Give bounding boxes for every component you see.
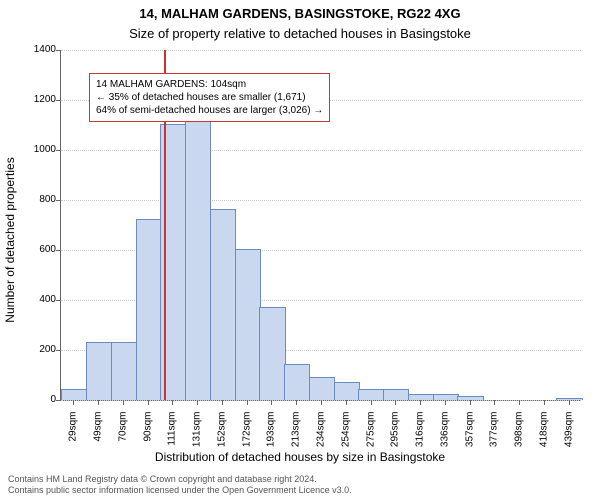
x-tick bbox=[569, 400, 570, 405]
y-tick bbox=[56, 50, 61, 51]
y-tick bbox=[56, 400, 61, 401]
x-tick bbox=[470, 400, 471, 405]
gridline bbox=[61, 50, 581, 51]
plot-area: 020040060080010001200140029sqm49sqm70sqm… bbox=[60, 50, 581, 401]
y-tick bbox=[56, 300, 61, 301]
y-tick bbox=[56, 100, 61, 101]
histogram-bar bbox=[61, 389, 87, 400]
histogram-bar bbox=[259, 307, 285, 401]
y-tick-label: 1400 bbox=[16, 44, 56, 55]
annotation-line: 14 MALHAM GARDENS: 104sqm bbox=[96, 78, 323, 91]
x-tick bbox=[346, 400, 347, 405]
histogram-bar bbox=[556, 398, 582, 400]
x-tick bbox=[420, 400, 421, 405]
x-tick bbox=[123, 400, 124, 405]
histogram-bar bbox=[433, 394, 459, 400]
x-tick bbox=[73, 400, 74, 405]
footer-line: Contains HM Land Registry data © Crown c… bbox=[8, 474, 352, 485]
annotation-box: 14 MALHAM GARDENS: 104sqm← 35% of detach… bbox=[89, 73, 330, 122]
y-tick bbox=[56, 250, 61, 251]
x-tick bbox=[321, 400, 322, 405]
footer-line: Contains public sector information licen… bbox=[8, 485, 352, 496]
histogram-bar bbox=[111, 342, 137, 401]
y-tick-label: 0 bbox=[16, 394, 56, 405]
gridline bbox=[61, 200, 581, 201]
annotation-line: ← 35% of detached houses are smaller (1,… bbox=[96, 91, 323, 104]
y-tick bbox=[56, 200, 61, 201]
y-tick-label: 200 bbox=[16, 344, 56, 355]
y-tick bbox=[56, 150, 61, 151]
y-tick-label: 800 bbox=[16, 194, 56, 205]
histogram-bar bbox=[136, 219, 162, 400]
y-axis-label: Number of detached properties bbox=[3, 157, 17, 322]
x-tick bbox=[371, 400, 372, 405]
histogram-bar bbox=[358, 389, 384, 400]
x-tick bbox=[494, 400, 495, 405]
histogram-bar bbox=[284, 364, 310, 400]
chart-title-line1: 14, MALHAM GARDENS, BASINGSTOKE, RG22 4X… bbox=[0, 6, 600, 21]
x-tick bbox=[296, 400, 297, 405]
y-tick-label: 600 bbox=[16, 244, 56, 255]
x-axis-label: Distribution of detached houses by size … bbox=[0, 450, 600, 464]
x-tick bbox=[247, 400, 248, 405]
x-tick bbox=[271, 400, 272, 405]
x-tick bbox=[222, 400, 223, 405]
histogram-bar bbox=[185, 119, 211, 400]
x-tick bbox=[98, 400, 99, 405]
footer-attribution: Contains HM Land Registry data © Crown c… bbox=[8, 474, 352, 496]
x-tick bbox=[172, 400, 173, 405]
y-tick bbox=[56, 350, 61, 351]
histogram-bar bbox=[210, 209, 236, 400]
histogram-bar bbox=[334, 382, 360, 401]
x-tick bbox=[445, 400, 446, 405]
histogram-bar bbox=[235, 249, 261, 400]
x-tick bbox=[395, 400, 396, 405]
x-tick bbox=[148, 400, 149, 405]
x-tick bbox=[519, 400, 520, 405]
y-tick-label: 1000 bbox=[16, 144, 56, 155]
y-tick-label: 1200 bbox=[16, 94, 56, 105]
x-tick bbox=[197, 400, 198, 405]
annotation-line: 64% of semi-detached houses are larger (… bbox=[96, 104, 323, 117]
chart-title-line2: Size of property relative to detached ho… bbox=[0, 26, 600, 41]
histogram-bar bbox=[309, 377, 335, 401]
histogram-bar bbox=[86, 342, 112, 401]
histogram-bar bbox=[383, 389, 409, 400]
histogram-bar bbox=[457, 396, 483, 400]
gridline bbox=[61, 150, 581, 151]
y-tick-label: 400 bbox=[16, 294, 56, 305]
x-tick bbox=[544, 400, 545, 405]
